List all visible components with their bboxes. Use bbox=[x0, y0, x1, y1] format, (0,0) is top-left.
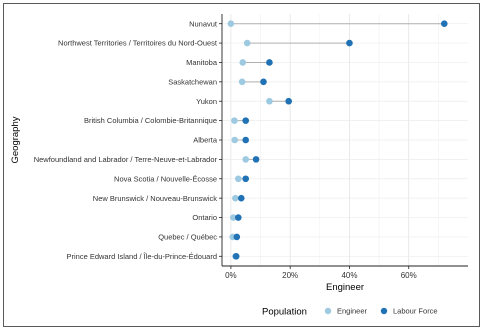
category-label-nova-scotia-nouvelle-ecosse: Nova Scotia / Nouvelle-Écosse bbox=[114, 174, 217, 183]
x-tick-label: 40% bbox=[341, 271, 357, 280]
point-labour-force-northwest-territories-territoires-du-nord-ouest bbox=[346, 39, 353, 47]
point-engineer-northwest-territories-territoires-du-nord-ouest bbox=[243, 39, 251, 47]
point-engineer-ontario bbox=[229, 214, 237, 221]
legend-marker-labour-force bbox=[380, 307, 388, 315]
point-engineer-british-columbia-colombie-britannique bbox=[231, 117, 238, 124]
legend: Population Engineer Labour Force bbox=[262, 307, 438, 318]
grid-layer bbox=[222, 14, 468, 266]
point-engineer-yukon bbox=[266, 97, 273, 105]
legend-label-labour-force: Labour Force bbox=[393, 307, 438, 316]
point-engineer-saskatchewan bbox=[238, 78, 246, 86]
category-label-british-columbia-colombie-britannique: British Columbia / Colombie-Britannique bbox=[84, 116, 217, 125]
point-labour-force-nunavut bbox=[440, 20, 448, 27]
category-label-saskatchewan: Saskatchewan bbox=[168, 77, 217, 86]
x-axis-title: Engineer bbox=[326, 282, 364, 293]
dot-range-chart: 0% 20% 40% 60% Nunavut Northwest Territories… bbox=[10, 14, 468, 318]
category-label-alberta: Alberta bbox=[193, 136, 218, 145]
category-label-new-brunswick-nouveau-brunswick: New Brunswick / Nouveau-Brunswick bbox=[93, 194, 217, 203]
axis-layer: 0% 20% 40% 60% bbox=[219, 14, 468, 280]
legend-title: Population bbox=[262, 307, 307, 318]
x-tick-label: 60% bbox=[401, 271, 417, 280]
point-engineer-manitoba bbox=[239, 59, 247, 66]
point-labour-force-manitoba bbox=[266, 59, 273, 66]
point-engineer-alberta bbox=[231, 136, 239, 144]
category-label-yukon: Yukon bbox=[196, 97, 217, 106]
point-engineer-new-brunswick-nouveau-brunswick bbox=[232, 194, 239, 202]
label-layer: Nunavut Northwest Territories / Territoir… bbox=[34, 19, 218, 261]
point-labour-force-alberta bbox=[242, 136, 250, 144]
category-label-northwest-territories-territoires-du-nord-ouest: Northwest Territories / Territoires du N… bbox=[58, 39, 218, 48]
legend-label-engineer: Engineer bbox=[337, 307, 368, 316]
point-engineer-nunavut bbox=[227, 20, 235, 27]
category-label-quebec-quebec: Quebec / Québec bbox=[158, 233, 217, 242]
x-tick-label: 0% bbox=[225, 271, 237, 280]
category-label-newfoundland-and-labrador-terre-neuve-et-labrador: Newfoundland and Labrador / Terre-Neuve-… bbox=[34, 155, 218, 164]
category-label-manitoba: Manitoba bbox=[186, 58, 218, 67]
point-labour-force-nova-scotia-nouvelle-ecosse bbox=[242, 175, 250, 183]
point-labour-force-quebec-quebec bbox=[233, 233, 241, 241]
category-label-nunavut: Nunavut bbox=[189, 19, 218, 28]
point-layer bbox=[227, 20, 448, 260]
point-labour-force-ontario bbox=[235, 214, 242, 221]
chart-frame: 0% 20% 40% 60% Nunavut Northwest Territories… bbox=[3, 3, 480, 327]
legend-marker-engineer bbox=[324, 307, 332, 315]
point-engineer-nova-scotia-nouvelle-ecosse bbox=[235, 175, 242, 183]
category-label-prince-edward-island-ile-du-prince-edouard: Prince Edward Island / Île-du-Prince-Édo… bbox=[67, 252, 218, 261]
point-engineer-newfoundland-and-labrador-terre-neuve-et-labrador bbox=[242, 156, 250, 163]
point-labour-force-yukon bbox=[285, 97, 292, 105]
x-tick-label: 20% bbox=[282, 271, 298, 280]
y-axis-title: Geography bbox=[10, 116, 21, 163]
point-labour-force-newfoundland-and-labrador-terre-neuve-et-labrador bbox=[252, 156, 260, 163]
category-label-ontario: Ontario bbox=[192, 213, 217, 222]
point-labour-force-saskatchewan bbox=[260, 78, 267, 86]
point-labour-force-new-brunswick-nouveau-brunswick bbox=[237, 194, 245, 202]
point-labour-force-british-columbia-colombie-britannique bbox=[242, 117, 250, 124]
point-labour-force-prince-edward-island-ile-du-prince-edouard bbox=[232, 253, 240, 260]
